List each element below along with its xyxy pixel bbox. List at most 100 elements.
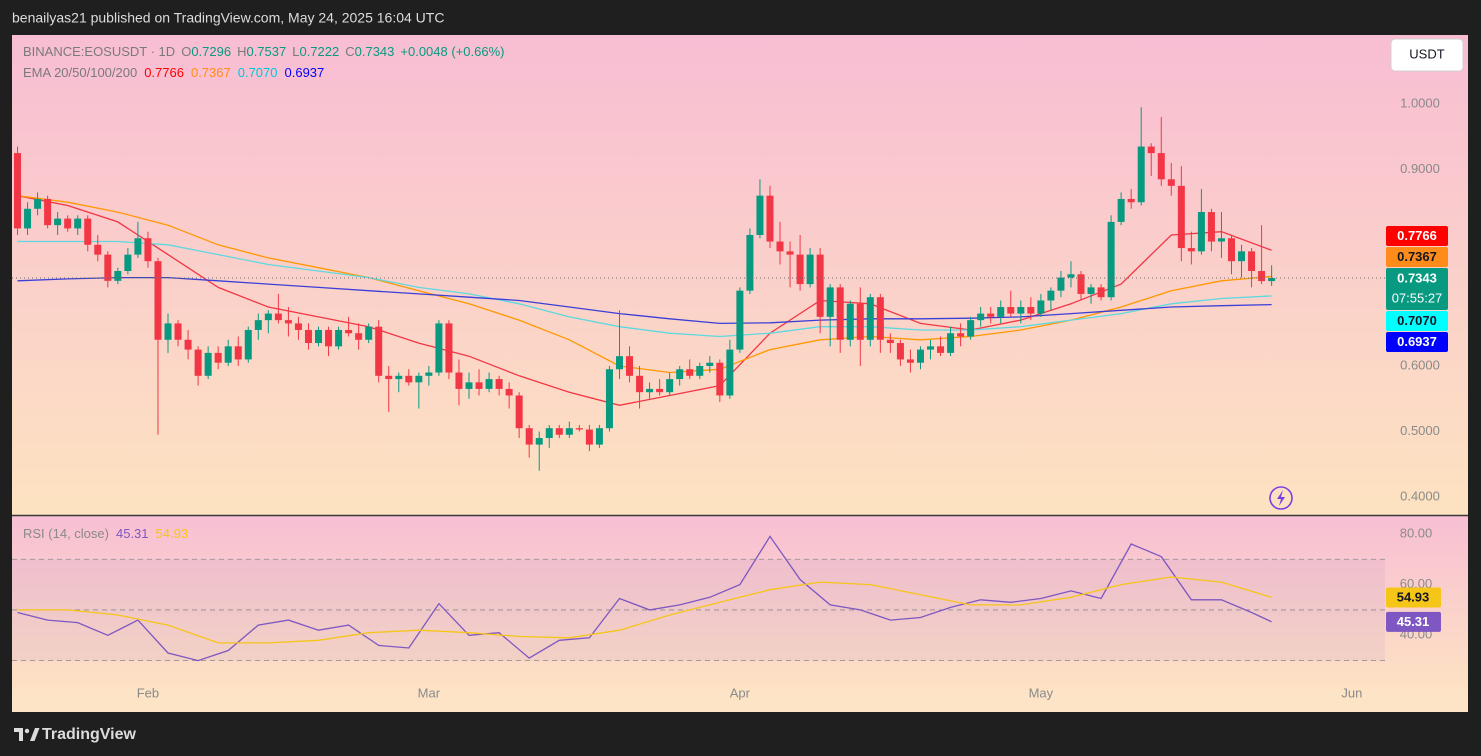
change: +0.0048 (+0.66%) [400,44,504,59]
candle-body [826,287,834,317]
ohlc-value: 0.7222 [299,44,339,59]
candle-body [1217,238,1225,242]
candle-body [435,323,443,373]
candle-body [726,349,734,396]
candle-body [967,320,975,337]
candle-body [254,320,262,330]
price-badge-label: 0.7766 [1397,228,1437,243]
candle-body [947,333,955,353]
brand-logo [14,728,40,741]
candle-body [14,153,22,229]
candle-body [1067,274,1075,278]
price-badge [1386,311,1448,332]
ema-value: 0.6937 [285,65,325,80]
logo-dot [24,728,30,734]
candle-body [987,313,995,317]
candle-body [585,429,593,445]
candle-body [716,362,724,396]
candle-body [1238,251,1246,262]
alert-bolt[interactable] [1277,490,1285,506]
candle-body [124,254,132,272]
candle-body [1147,146,1155,154]
candle-body [465,382,473,389]
candle-body [666,379,674,393]
candle-body [425,372,433,376]
candle-body [445,323,453,373]
candle-body [535,438,543,445]
currency-label[interactable]: USDT [1409,46,1444,61]
candle-body [1017,307,1025,314]
rsi-value: 54.93 [156,526,189,541]
ema-legend: EMA 20/50/100/200 0.7766 0.7367 0.7070 0.693… [23,65,324,80]
candle-body [385,375,393,380]
candle-body [294,323,302,330]
price-badge-label: 0.6937 [1397,334,1437,349]
candle-body [786,251,794,255]
time-axis [12,690,1468,712]
candle-body [656,388,664,393]
candle-body [1097,287,1105,298]
candle-body [615,356,623,370]
x-tick-label: Jun [1341,685,1362,700]
candle-body [866,297,874,340]
candle-body [184,339,192,350]
candle-body [856,303,864,340]
candle-body [1207,212,1215,242]
candle-body [646,388,654,393]
alert-icon[interactable] [1269,486,1293,510]
candle-body [515,395,523,429]
ema-value: 0.7766 [144,65,184,80]
candle-body [565,428,573,435]
candle-body [1047,290,1055,301]
x-tick-label: Apr [730,685,751,700]
candle-body [846,303,854,340]
ohlc-legend: BINANCE:EOSUSDT · 1D O0.7296 H0.7537 L0.722… [23,44,504,59]
candle-body [997,307,1005,317]
candle-body [415,375,423,383]
ema-line [17,195,1272,406]
candle-body [154,261,162,340]
candle-body [244,329,252,360]
ema-line [17,240,1272,338]
price-pane [12,35,1468,515]
candle-body [355,333,363,340]
candle-body [395,375,403,380]
candle-body [766,195,774,242]
candle-body [1268,278,1276,282]
y-tick-label: 0.4000 [1400,488,1440,503]
candle-body [886,339,894,344]
ema-value: 0.7070 [238,65,278,80]
candle-body [906,359,914,363]
symbol: BINANCE:EOSUSDT · 1D [23,44,175,59]
candle-body [916,349,924,363]
candle-body [134,238,142,255]
candle-body [325,329,333,347]
candle-body [575,428,583,430]
candle-body [736,290,744,350]
candle-body [54,218,62,226]
candle-body [937,346,945,353]
ohlc-value: 0.7537 [246,44,286,59]
candle-body [776,241,784,252]
candle-body [1127,198,1135,203]
candle-body [214,352,222,363]
rsi-badge [1386,611,1441,632]
ohlc-name: H [237,44,246,59]
candle-body [485,379,493,389]
candle-body [1197,212,1205,252]
candle-body [505,388,513,396]
candle-body [495,379,503,389]
candle-body [74,218,82,229]
alert-ring[interactable] [1269,486,1293,510]
price-badge-label: 0.7367 [1397,249,1437,264]
ohlc-name: L [292,44,299,59]
rsi-badge [1386,587,1441,608]
candle-body [595,428,603,445]
logo-slash [30,728,40,741]
candle-body [204,352,212,376]
ema-line [17,276,1272,325]
candle-body [34,198,42,209]
currency-button[interactable] [1390,38,1464,72]
